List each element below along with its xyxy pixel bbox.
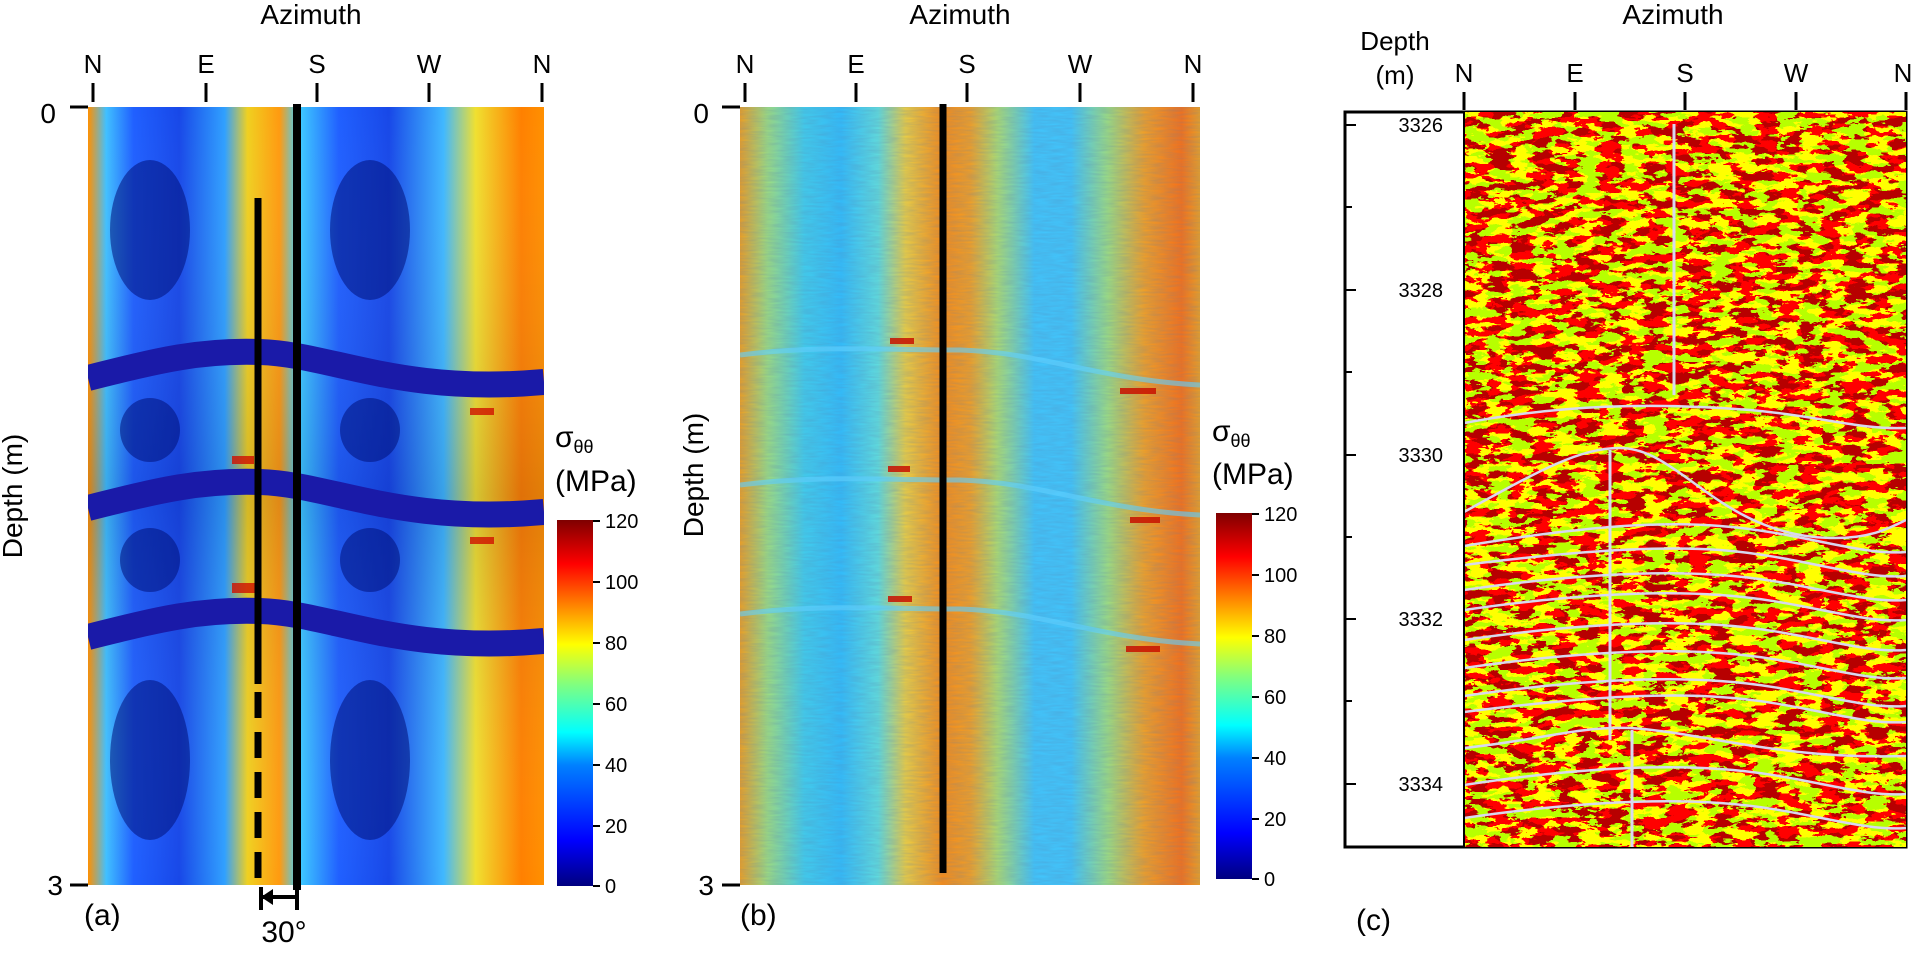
panel-a-annotation: 30°: [261, 916, 306, 948]
panel-b-heatmap: [740, 107, 1200, 885]
cbar-a-tick-120: 120: [605, 511, 638, 533]
panel-c-title: Azimuth: [1622, 0, 1723, 30]
panel-c-xtick-4: N: [1894, 58, 1913, 88]
panel-b-xtick-0: N: [736, 49, 755, 79]
cbar-b-tick-0: 0: [1264, 869, 1275, 891]
panel-a-colorbar-unit: (MPa): [555, 465, 637, 498]
panel-c-xtick-3: W: [1784, 58, 1809, 88]
panel-b: Azimuth N E S W N Depth (m) 0 3: [678, 0, 1297, 932]
panel-c-ytick-3330: 3330: [1399, 445, 1444, 467]
cbar-b-tick-60: 60: [1264, 687, 1286, 709]
panel-b-colorbar-bar: [1216, 513, 1252, 879]
cbar-b-tick-100: 100: [1264, 565, 1297, 587]
panel-a-xtick-2: S: [308, 49, 325, 79]
panel-c-traces: [1464, 404, 1906, 830]
panel-c-xtick-0: N: [1455, 58, 1474, 88]
cbar-b-tick-120: 120: [1264, 504, 1297, 526]
panel-a-colorbar-bar: [557, 520, 593, 886]
panel-a-xtick-3: W: [417, 49, 442, 79]
cbar-a-tick-20: 20: [605, 816, 627, 838]
panel-c-x-ticks: N E S W N: [1455, 58, 1913, 110]
panel-b-ylabel: Depth (m): [678, 413, 709, 537]
panel-b-colorbar-unit: (MPa): [1212, 458, 1294, 491]
panel-b-xtick-1: E: [847, 49, 864, 79]
panel-a-colorbar-symbol: σθθ: [555, 421, 594, 457]
cbar-b-tick-20: 20: [1264, 809, 1286, 831]
panel-c-breakout-marks: [1608, 124, 1676, 847]
panel-c-label: (c): [1356, 904, 1391, 937]
cbar-b-tick-40: 40: [1264, 748, 1286, 770]
cbar-a-tick-80: 80: [605, 633, 627, 655]
panel-a: Azimuth N E S W N Depth (m) 0 3: [0, 0, 638, 949]
panel-a-xtick-0: N: [84, 49, 103, 79]
panel-a-heatmap: [88, 107, 544, 885]
panel-b-colorbar-symbol: σθθ: [1212, 415, 1251, 451]
cbar-a-tick-60: 60: [605, 694, 627, 716]
panel-b-colorbar: σθθ (MPa) 120 100 80 60 40 20 0: [1212, 415, 1297, 891]
panel-a-x-ticks: N E S W N: [84, 49, 552, 102]
panel-c-xtick-1: E: [1566, 58, 1583, 88]
panel-b-xtick-4: N: [1184, 49, 1203, 79]
panel-c-ylabel-1: Depth: [1360, 26, 1429, 56]
panel-c-borehole-image: [1464, 112, 1906, 847]
panel-b-title: Azimuth: [909, 0, 1010, 30]
panel-a-label: (a): [84, 899, 121, 932]
cbar-a-tick-0: 0: [605, 876, 616, 898]
panel-b-xtick-3: W: [1068, 49, 1093, 79]
panel-b-xtick-2: S: [958, 49, 975, 79]
panel-a-low-stress-bands: [88, 338, 544, 657]
panel-b-ytick-1: 3: [698, 870, 714, 901]
panel-c: Azimuth Depth (m) N E S W N: [1343, 0, 1913, 937]
panel-c-ytick-3328: 3328: [1399, 280, 1444, 302]
panel-c-ylabel-2: (m): [1376, 60, 1415, 90]
cbar-b-tick-80: 80: [1264, 626, 1286, 648]
cbar-a-tick-40: 40: [605, 755, 627, 777]
panel-c-ytick-3334: 3334: [1399, 774, 1444, 796]
panel-a-xtick-1: E: [197, 49, 214, 79]
panel-a-colorbar: σθθ (MPa) 120 100 80 60 40 20 0: [555, 421, 638, 898]
panel-a-ytick-1: 3: [47, 870, 63, 901]
panel-b-ytick-0: 0: [693, 98, 709, 129]
panel-a-ytick-0: 0: [40, 98, 56, 129]
panel-c-ytick-3332: 3332: [1399, 609, 1444, 631]
panel-a-ylabel: Depth (m): [0, 434, 28, 558]
panel-c-y-axis-ticks: [1345, 124, 1356, 785]
panel-a-30deg-arrow: [259, 887, 299, 910]
panel-a-title: Azimuth: [260, 0, 361, 30]
panel-b-label: (b): [740, 899, 777, 932]
panel-b-x-ticks: N E S W N: [736, 49, 1203, 102]
panel-c-xtick-2: S: [1676, 58, 1693, 88]
panel-a-xtick-4: N: [533, 49, 552, 79]
panel-c-ytick-3326: 3326: [1399, 115, 1444, 137]
cbar-a-tick-100: 100: [605, 572, 638, 594]
